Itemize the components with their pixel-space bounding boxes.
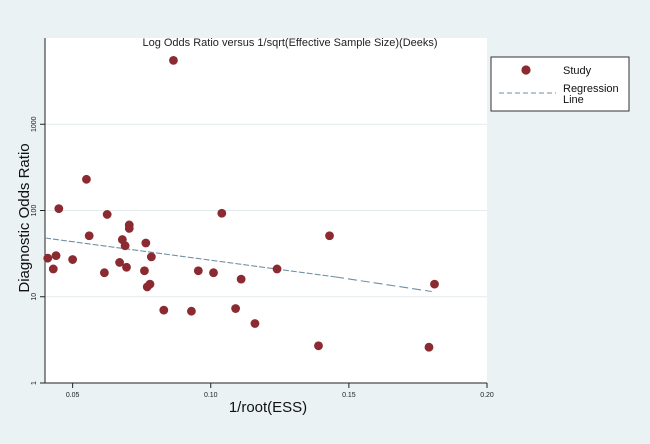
study-point [141,238,151,248]
study-point [187,306,196,316]
legend-regression-label-line1: Regression [563,83,619,95]
study-point [124,224,134,233]
study-point [115,258,124,267]
study-point [236,274,246,284]
regression-line [44,237,432,293]
study-point [120,241,130,251]
legend-study-marker [521,65,531,75]
x-tick-label: 0.10 [204,392,218,399]
study-point [68,255,78,264]
study-point [314,341,323,351]
study-point [99,268,109,278]
study-point [430,279,439,289]
study-point [272,264,282,274]
study-point [159,305,169,315]
axes: 1 10 100 1000 0.05 0.10 0.15 0.20 [31,38,494,399]
study-point [250,319,260,328]
study-point [231,304,241,313]
study-point [424,342,434,352]
chart-title: Log Odds Ratio versus 1/sqrt(Effective S… [142,37,437,49]
legend-regression-label-line2: Line [563,94,584,106]
y-tick-label: 1 [31,381,38,385]
x-tick-label: 0.05 [66,392,80,399]
study-point [193,266,203,276]
study-point [169,55,178,65]
study-point [217,208,227,218]
study-point [82,174,91,184]
y-tick-label: 100 [31,205,38,217]
study-points [43,55,439,352]
study-point [54,204,64,214]
x-tick-label: 0.20 [480,392,494,399]
legend-box [490,56,630,112]
study-point [102,210,112,219]
study-point [122,262,131,272]
study-point [145,279,155,289]
study-point [209,268,218,278]
y-axis-label: Diagnostic Odds Ratio [16,143,33,292]
grid-lines [45,123,487,298]
regression-line-segment [334,276,432,293]
study-point [84,231,94,241]
x-tick-label: 0.15 [342,392,356,399]
legend: Study Regression Line [490,56,630,112]
study-point [43,253,53,263]
study-point [325,231,334,241]
study-point [51,251,61,260]
study-point [48,264,58,274]
legend-study-label: Study [563,65,592,77]
x-axis-label: 1/root(ESS) [229,399,307,416]
study-point [146,252,156,262]
legend-regression-label: Regression Line [563,83,622,106]
y-tick-label: 10 [31,293,38,301]
regression-line-segment [44,237,336,278]
y-tick-label: 1000 [31,116,38,132]
study-point [140,266,149,276]
